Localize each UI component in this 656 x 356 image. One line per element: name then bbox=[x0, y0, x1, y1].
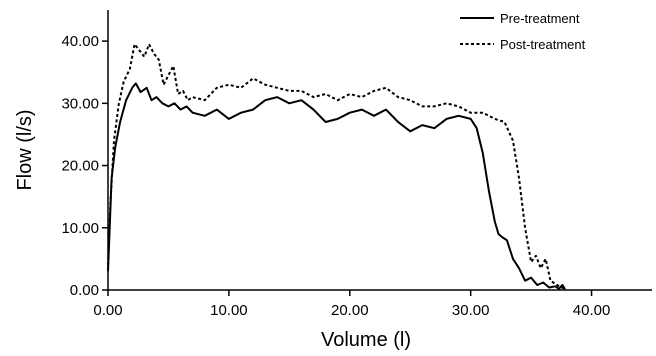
legend: Pre-treatment Post-treatment bbox=[460, 11, 586, 52]
y-axis-title: Flow (l/s) bbox=[14, 109, 36, 190]
y-tick-label: 40.00 bbox=[61, 33, 99, 50]
x-tick-label: 20.00 bbox=[331, 302, 369, 319]
legend-label: Pre-treatment bbox=[500, 11, 580, 26]
x-tick-label: 0.00 bbox=[93, 302, 122, 319]
series-line-post-treatment bbox=[107, 43, 566, 290]
series-line-pre-treatment bbox=[107, 82, 566, 290]
y-tick-label: 0.00 bbox=[70, 282, 99, 299]
axes bbox=[107, 10, 652, 291]
x-ticks: 0.00 10.00 20.00 30.00 40.00 bbox=[93, 290, 610, 319]
y-ticks: 0.00 10.00 20.00 30.00 40.00 bbox=[61, 33, 108, 299]
y-tick-label: 20.00 bbox=[61, 158, 99, 175]
x-axis-title: Volume (l) bbox=[321, 329, 411, 351]
series-layer bbox=[107, 43, 566, 290]
legend-label: Post-treatment bbox=[500, 37, 586, 52]
x-tick-label: 40.00 bbox=[573, 302, 611, 319]
y-tick-label: 10.00 bbox=[61, 220, 99, 237]
y-tick-label: 30.00 bbox=[61, 95, 99, 112]
x-tick-label: 30.00 bbox=[452, 302, 490, 319]
x-tick-label: 10.00 bbox=[210, 302, 248, 319]
